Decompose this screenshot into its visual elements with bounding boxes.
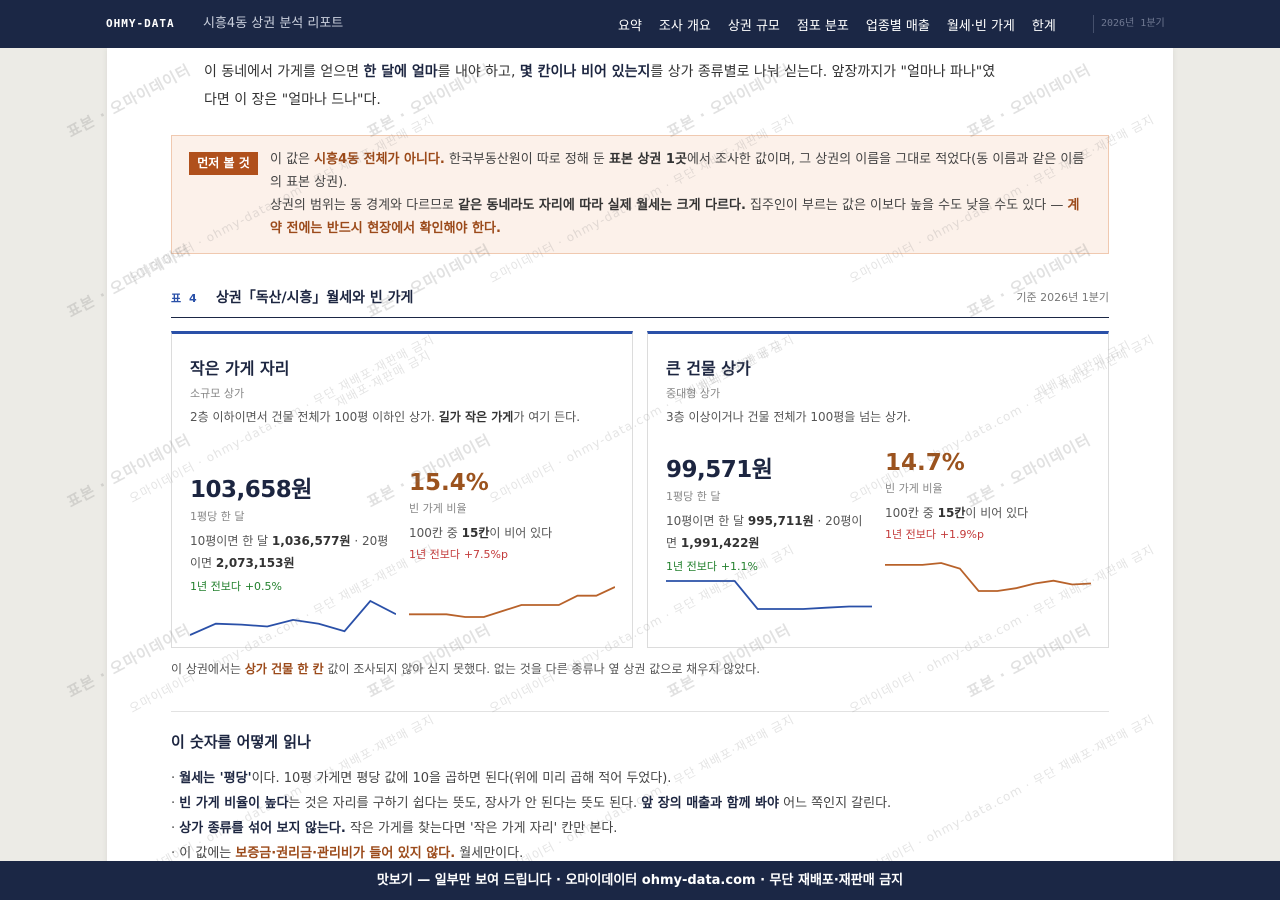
sparkline-path bbox=[885, 562, 1091, 592]
vacancy-yoy: 1년 전보다 +7.5%p bbox=[409, 548, 508, 561]
rent-block: 103,658원 1평당 한 달 10평이면 한 달 1,036,577원 · … bbox=[190, 470, 395, 594]
vacancy-block: 15.4% 빈 가게 비율 100칸 중 15칸이 비어 있다 1년 전보다 +… bbox=[409, 470, 619, 562]
card-title: 큰 건물 상가 bbox=[666, 359, 751, 378]
nav-link-summary[interactable]: 요약 bbox=[618, 18, 642, 34]
caution-tag: 먼저 볼 것 bbox=[189, 152, 258, 175]
card-title: 작은 가게 자리 bbox=[190, 359, 290, 378]
top-nav: OHMY-DATA 시흥4동 상권 분석 리포트 요약 조사 개요 상권 규모 … bbox=[0, 0, 1280, 48]
card-large-building: 큰 건물 상가 중대형 상가 3층 이상이거나 건물 전체가 100평을 넘는 … bbox=[647, 331, 1109, 648]
nav-link-overview[interactable]: 조사 개요 bbox=[658, 18, 711, 34]
nav-separator bbox=[1093, 15, 1094, 33]
rent-yoy: 1년 전보다 +0.5% bbox=[190, 580, 282, 593]
rent-block: 99,571원 1평당 한 달 10평이면 한 달 995,711원 · 20평… bbox=[666, 450, 871, 574]
nav-link-market-size[interactable]: 상권 규모 bbox=[727, 18, 780, 34]
rent-yoy: 1년 전보다 +1.1% bbox=[666, 560, 758, 573]
rent-label: 1평당 한 달 bbox=[666, 490, 721, 503]
nav-link-limits[interactable]: 한계 bbox=[1031, 18, 1056, 34]
nav-link-store-distribution[interactable]: 점포 분포 bbox=[796, 18, 849, 34]
table-title: 상권「독산/시흥」월세와 빈 가게 bbox=[216, 290, 414, 306]
rent-sparkline bbox=[666, 580, 872, 610]
rent-label: 1평당 한 달 bbox=[190, 510, 245, 523]
howto-item: · 빈 가게 비율이 높다는 것은 자리를 구하기 쉽다는 뜻도, 장사가 안 … bbox=[171, 796, 892, 811]
vacancy-label: 빈 가게 비율 bbox=[409, 502, 467, 515]
nav-link-rent-vacancy[interactable]: 월세·빈 가게 bbox=[946, 18, 1015, 34]
vacancy-yoy: 1년 전보다 +1.9%p bbox=[885, 528, 984, 541]
table-date: 기준 2026년 1분기 bbox=[1016, 291, 1109, 304]
card-description: 3층 이상이거나 건물 전체가 100평을 넘는 상가. bbox=[666, 410, 911, 424]
brand-logo[interactable]: OHMY-DATA bbox=[106, 17, 175, 30]
rent-value: 103,658원 bbox=[190, 477, 312, 503]
howto-item: · 이 값에는 보증금·권리금·관리비가 들어 있지 않다. 월세만이다. bbox=[171, 846, 524, 861]
howto-item: · 상가 종류를 섞어 보지 않는다. 작은 가게를 찾는다면 '작은 가게 자… bbox=[171, 821, 618, 836]
card-description: 2층 이하이면서 건물 전체가 100평 이하인 상가. 길가 작은 가게가 여… bbox=[190, 410, 581, 424]
caution-note: 먼저 볼 것 이 값은 시흥4동 전체가 아니다. 한국부동산원이 따로 정해 … bbox=[171, 135, 1109, 254]
sparkline-path bbox=[666, 580, 872, 610]
vacancy-sparkline bbox=[409, 586, 615, 618]
card-subtitle: 소규모 상가 bbox=[190, 387, 245, 400]
rent-detail: 10평이면 한 달 995,711원 · 20평이면 1,991,422원 bbox=[666, 514, 863, 550]
vacancy-label: 빈 가게 비율 bbox=[885, 482, 943, 495]
nav-links: 요약 조사 개요 상권 규모 점포 분포 업종별 매출 월세·빈 가게 한계 bbox=[618, 0, 1073, 48]
missing-data-note: 이 상권에서는 상가 건물 한 칸 값이 조사되지 않아 싣지 못했다. 없는 … bbox=[171, 662, 761, 676]
vacancy-detail: 100칸 중 15칸이 비어 있다 bbox=[885, 506, 1029, 520]
howto-list: · 월세는 '평당'이다. 10평 가게면 평당 값에 10을 곱하면 된다(위… bbox=[171, 766, 1101, 866]
vacancy-detail: 100칸 중 15칸이 비어 있다 bbox=[409, 526, 553, 540]
vacancy-block: 14.7% 빈 가게 비율 100칸 중 15칸이 비어 있다 1년 전보다 +… bbox=[885, 450, 1095, 542]
report-title: 시흥4동 상권 분석 리포트 bbox=[203, 16, 344, 31]
howto-item: · 월세는 '평당'이다. 10평 가게면 평당 값에 10을 곱하면 된다(위… bbox=[171, 771, 672, 786]
section-divider bbox=[171, 711, 1109, 712]
sparkline-path bbox=[409, 586, 615, 618]
preview-footer-banner: 맛보기 — 일부만 보여 드립니다 · 오마이데이터 ohmy-data.com… bbox=[0, 861, 1280, 900]
table-header: 표 4 상권「독산/시흥」월세와 빈 가게 기준 2026년 1분기 bbox=[171, 284, 1109, 318]
rent-sparkline bbox=[190, 599, 396, 636]
intro-paragraph: 이 동네에서 가게를 얻으면 한 달에 얼마를 내야 하고, 몇 칸이나 비어 … bbox=[204, 64, 996, 108]
vacancy-sparkline bbox=[885, 562, 1091, 592]
vacancy-value: 14.7% bbox=[885, 450, 965, 476]
card-small-store: 작은 가게 자리 소규모 상가 2층 이하이면서 건물 전체가 100평 이하인… bbox=[171, 331, 633, 648]
howto-title: 이 숫자를 어떻게 읽나 bbox=[171, 733, 311, 751]
card-subtitle: 중대형 상가 bbox=[666, 387, 721, 400]
rent-value: 99,571원 bbox=[666, 457, 773, 483]
nav-date: 2026년 1분기 bbox=[1101, 18, 1165, 29]
vacancy-value: 15.4% bbox=[409, 470, 489, 496]
caution-text: 이 값은 시흥4동 전체가 아니다. 한국부동산원이 따로 정해 둔 표본 상권… bbox=[270, 152, 1085, 236]
table-number: 표 4 bbox=[171, 292, 199, 305]
sparkline-path bbox=[190, 599, 396, 636]
nav-link-sales[interactable]: 업종별 매출 bbox=[865, 18, 930, 34]
rent-detail: 10평이면 한 달 1,036,577원 · 20평이면 2,073,153원 bbox=[190, 534, 389, 570]
